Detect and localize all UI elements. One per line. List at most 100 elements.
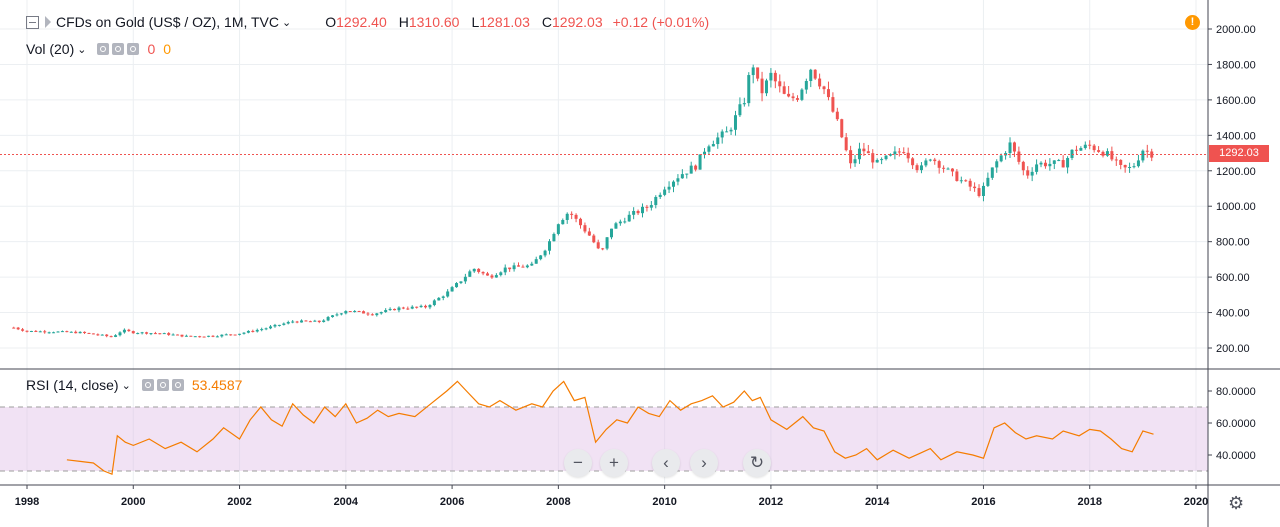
candle-body [928,159,932,161]
candle-body [915,165,919,171]
candle-body [12,327,16,329]
candle-body [849,150,853,164]
collapse-icon[interactable] [26,15,39,29]
candle-body [47,332,51,334]
candle-body [552,233,556,242]
candle-body [711,144,715,147]
candle-body [300,320,304,323]
candle-body [729,129,733,132]
candle-body [760,78,764,94]
candle-body [871,153,875,163]
settings-gear-icon[interactable]: ⚙ [1228,493,1245,513]
scroll-right-button[interactable]: › [690,449,718,477]
candle-body [149,333,153,335]
chevron-down-icon[interactable]: ⌄ [121,379,131,392]
rsi-tick-label: 80.0000 [1216,386,1256,398]
gear-icon[interactable] [112,43,125,55]
candle-body [884,155,888,160]
price-tick-label: 400.00 [1216,308,1250,320]
volume-value: 0 [147,41,156,57]
candle-body [229,334,233,336]
scroll-left-button[interactable]: ‹ [652,449,680,477]
candle-body [773,72,777,82]
candle-body [419,305,423,308]
candle-body [888,154,892,156]
candle-body [1114,159,1118,161]
candle-body [91,333,95,335]
candle-body [317,320,321,323]
candle-body [490,275,494,278]
candle-body [778,81,782,87]
candle-body [791,96,795,99]
low-label: L [471,14,480,30]
time-tick-label: 2020 [1184,496,1208,508]
candle-body [189,335,193,337]
price-axis[interactable]: 200.00 400.00 600.00 800.00 1000.00 1200.00 14… [1208,24,1256,355]
chevron-down-icon[interactable]: ⌄ [77,43,87,56]
zoom-in-button[interactable]: + [600,449,628,477]
candle-body [840,119,844,138]
symbol-legend: CFDs on Gold (US$ / OZ), 1M, TVC ⌄ O 1292… [26,14,709,30]
candle-body [1035,164,1039,172]
eye-icon[interactable] [97,43,110,55]
candle-body [919,165,923,171]
close-value: 1292.03 [552,14,603,30]
candle-body [1021,161,1025,171]
candle-body [543,250,547,256]
eye-icon[interactable] [141,379,154,391]
rsi-line [66,380,1154,476]
candle-body [220,334,224,337]
open-label: O [325,14,337,30]
rsi-label[interactable]: RSI (14, close) [26,377,119,393]
candle-body [273,324,277,327]
candle-body [1066,158,1070,168]
zoom-out-button[interactable]: − [564,449,592,477]
candle-body [561,219,565,225]
high-label: H [398,14,409,30]
candle-body [357,311,361,313]
candle-body [1136,160,1140,167]
candle-body [1079,148,1083,151]
close-icon[interactable] [171,379,184,391]
time-tick-label: 2000 [121,496,145,508]
candle-body [636,210,640,214]
candle-body [291,321,295,323]
reset-chart-button[interactable]: ↻ [743,449,771,477]
candle-body [880,159,884,161]
volume-label[interactable]: Vol (20) [26,41,75,57]
candle-body [224,334,228,336]
price-tick-label: 1200.00 [1216,166,1256,178]
candle-body [78,331,82,334]
close-label: C [541,14,552,30]
rsi-axis[interactable]: 40.0000 60.0000 80.0000 [1208,386,1256,462]
candle-body [702,151,706,155]
candle-body [596,242,600,249]
alert-icon[interactable]: ! [1185,15,1200,30]
candle-body [1110,151,1114,160]
time-axis[interactable]: 1998 2000 2002 2004 2006 2008 2010 2012 2014 2016… [15,485,1208,508]
candle-body [1061,160,1065,168]
candle-body [1017,151,1021,162]
candle-body [207,335,211,337]
flag-icon[interactable] [45,16,51,28]
gear-icon[interactable] [156,379,169,391]
candle-body [366,313,370,315]
candle-body [902,152,906,154]
candle-body [162,333,166,335]
candle-body [362,311,366,314]
candle-body [109,336,113,338]
candle-body [326,317,330,321]
symbol-title[interactable]: CFDs on Gold (US$ / OZ), 1M, TVC [56,14,280,30]
candle-body [964,180,968,182]
candle-body [481,271,485,274]
candle-body [1043,162,1047,167]
chevron-down-icon[interactable]: ⌄ [282,16,292,29]
candle-body [663,189,667,195]
candle-body [968,180,972,187]
close-icon[interactable] [127,43,140,55]
candle-body [981,185,985,196]
candle-body [397,307,401,311]
candle-body [455,283,459,288]
candle-body [826,89,830,98]
